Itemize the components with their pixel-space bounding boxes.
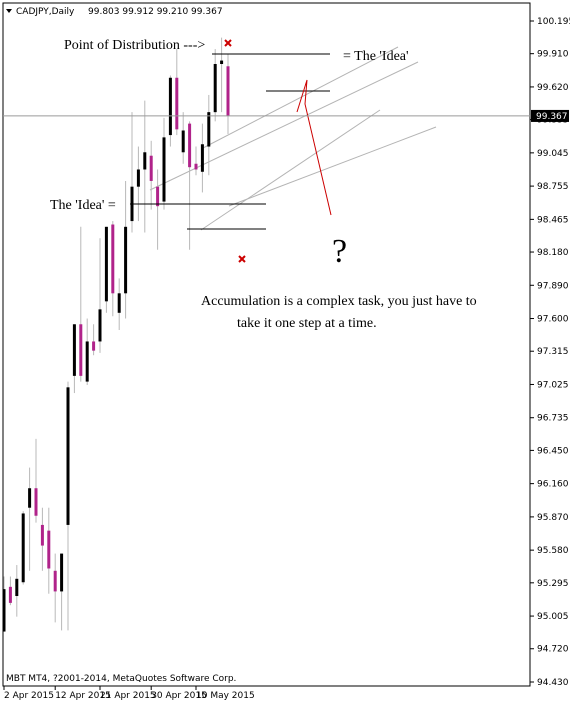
question-mark: ?: [332, 233, 347, 270]
candle-body: [207, 112, 211, 147]
y-tick-label: 98.180: [537, 248, 569, 258]
candle-body: [149, 155, 153, 181]
x-tick-label: 30 Apr 2015: [151, 691, 207, 701]
plot-area: [2, 2, 531, 687]
candle-body: [194, 163, 198, 170]
candle-body: [175, 77, 179, 130]
y-tick-label: 97.025: [537, 380, 569, 390]
copyright-text: MBT MT4, ?2001-2014, MetaQuotes Software…: [6, 674, 236, 684]
x-tick-label: 2 Apr 2015: [4, 691, 54, 701]
y-tick-label: 96.735: [537, 414, 569, 424]
current-price-label: 99.367: [536, 112, 568, 122]
y-tick-label: 97.890: [537, 281, 569, 291]
candle-body: [200, 144, 204, 172]
y-tick-label: 94.720: [537, 645, 569, 655]
candle-body: [8, 586, 12, 603]
y-tick-label: 99.910: [537, 50, 569, 60]
candle-body: [226, 66, 230, 116]
forecast-path: [296, 79, 332, 216]
cross-stroke: [224, 39, 232, 47]
collapse-arrow-icon[interactable]: [6, 9, 12, 13]
candle-body: [117, 293, 121, 313]
y-tick-label: 94.430: [537, 678, 569, 688]
candle-body: [124, 226, 128, 294]
y-tick-label: 99.620: [537, 83, 569, 93]
candle-body: [2, 589, 6, 632]
y-tick-label: 96.450: [537, 446, 569, 456]
candle-body: [53, 570, 57, 592]
candle-body: [104, 226, 108, 302]
y-tick-label: 95.005: [537, 612, 569, 622]
cross-stroke: [238, 255, 246, 263]
candle-body: [111, 224, 115, 294]
candle-body: [143, 152, 147, 170]
candles: [2, 37, 230, 632]
y-tick-label: 95.580: [537, 546, 569, 556]
candle-body: [162, 137, 166, 202]
y-tick-label: 100.195: [537, 17, 570, 27]
y-tick-label: 95.295: [537, 579, 569, 589]
candle-body: [72, 324, 76, 376]
y-tick-label: 99.045: [537, 149, 569, 159]
channel-line: [228, 126, 437, 207]
candle-body: [66, 387, 70, 525]
candle-body: [79, 324, 83, 376]
candle-body: [21, 513, 25, 583]
candle-body: [156, 186, 160, 207]
y-tick-label: 98.755: [537, 182, 569, 192]
candle-body: [220, 60, 224, 64]
current-price-marker: [531, 109, 569, 122]
candle-body: [188, 123, 192, 168]
x-tick-label: 12 Apr 2015: [55, 691, 111, 701]
y-tick-label: 96.160: [537, 480, 569, 490]
candle-body: [15, 578, 19, 597]
annotations: [130, 39, 332, 263]
candle-body: [98, 309, 102, 342]
candle-body: [28, 488, 32, 508]
candle-body: [40, 524, 44, 546]
idea-left-label: The 'Idea' =: [50, 198, 116, 213]
x-tick-label: 10 May 2015: [196, 691, 255, 701]
red-cross-icon: [224, 39, 232, 47]
point-of-distribution-label: Point of Distribution --->: [64, 38, 205, 53]
red-cross-icon: [238, 255, 246, 263]
candle-body: [85, 341, 89, 382]
price-axis: 100.19599.91099.62099.33599.04598.75598.…: [530, 17, 570, 688]
note-line-1: Accumulation is a complex task, you just…: [201, 294, 477, 309]
y-tick-label: 98.465: [537, 215, 569, 225]
candle-body: [34, 488, 38, 516]
ohlc-readout: 99.803 99.912 99.210 99.367: [88, 7, 223, 17]
candle-body: [181, 130, 185, 153]
candle-body: [47, 530, 51, 569]
idea-top-label: = The 'Idea': [343, 49, 409, 64]
note-line-2: take it one step at a time.: [237, 316, 377, 331]
candle-body: [213, 63, 217, 113]
candle-body: [60, 553, 64, 592]
y-tick-label: 97.600: [537, 315, 569, 325]
channel-line: [202, 46, 399, 149]
y-tick-label: 95.870: [537, 513, 569, 523]
candle-body: [92, 341, 96, 351]
x-tick-label: 21 Apr 2015: [100, 691, 156, 701]
y-tick-label: 97.315: [537, 347, 569, 357]
candle-body: [136, 169, 140, 187]
symbol-title: CADJPY,Daily: [16, 7, 75, 17]
candle-body: [168, 77, 172, 136]
channel-line: [200, 109, 381, 231]
